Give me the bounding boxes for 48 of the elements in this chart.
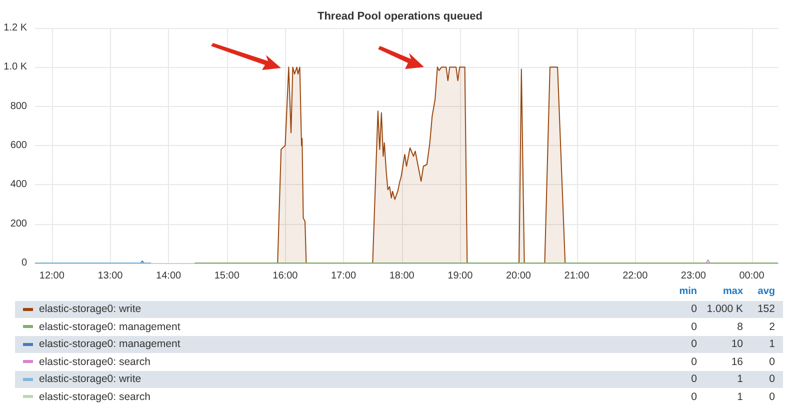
text: 0 — [690, 356, 697, 368]
x-tick-label: 14:00 — [156, 270, 182, 282]
text: 0 — [690, 373, 697, 386]
text: 1 — [736, 373, 743, 386]
text: 16 — [730, 356, 743, 368]
text: 0 — [768, 390, 775, 403]
legend-label: elastic-storage0: search — [39, 356, 150, 368]
text: 1.000 K — [706, 303, 743, 316]
text: 0 — [690, 320, 697, 333]
text: 152 — [756, 303, 775, 316]
x-tick-label: 19:00 — [448, 270, 474, 282]
y-tick-label: 800 — [10, 100, 28, 112]
text: 2 — [768, 320, 775, 333]
x-tick-label: 15:00 — [214, 270, 240, 282]
legend-label: elastic-storage0: write — [39, 303, 142, 316]
x-tick-label: 18:00 — [389, 270, 415, 282]
chart-title: Thread Pool operations queued — [317, 10, 483, 22]
legend-label: elastic-storage0: management — [39, 338, 180, 350]
text: avg — [756, 286, 775, 298]
legend-label: elastic-storage0: search — [39, 390, 150, 403]
y-tick-label: 200 — [10, 218, 28, 230]
text: 1 — [768, 338, 775, 350]
text: 0 — [690, 390, 697, 403]
legend-label: elastic-storage0: write — [39, 373, 142, 386]
y-tick-label: 0 — [21, 258, 28, 268]
y-tick-label: 1.2 K — [4, 22, 28, 34]
y-tick-label: 400 — [10, 179, 28, 190]
x-tick-label: 00:00 — [739, 270, 765, 282]
x-tick-label: 22:00 — [622, 270, 648, 282]
y-tick-label: 600 — [10, 140, 28, 151]
x-tick-label: 13:00 — [98, 270, 124, 282]
text: min — [678, 286, 697, 298]
x-tick-label: 23:00 — [680, 270, 706, 282]
text: 0 — [768, 356, 775, 368]
text: 10 — [730, 338, 743, 350]
y-tick-label: 1.0 K — [4, 62, 28, 73]
text: 1 — [736, 390, 743, 403]
text: 0 — [690, 303, 697, 316]
legend-label: elastic-storage0: management — [39, 320, 180, 333]
text: max — [722, 286, 743, 298]
text: 8 — [736, 320, 743, 333]
text: 0 — [768, 373, 775, 386]
x-tick-label: 16:00 — [272, 270, 298, 282]
x-tick-label: 21:00 — [564, 270, 590, 282]
text: 0 — [690, 338, 697, 350]
x-tick-label: 17:00 — [331, 270, 356, 282]
x-tick-label: 12:00 — [39, 270, 65, 282]
x-tick-label: 20:00 — [506, 270, 532, 282]
